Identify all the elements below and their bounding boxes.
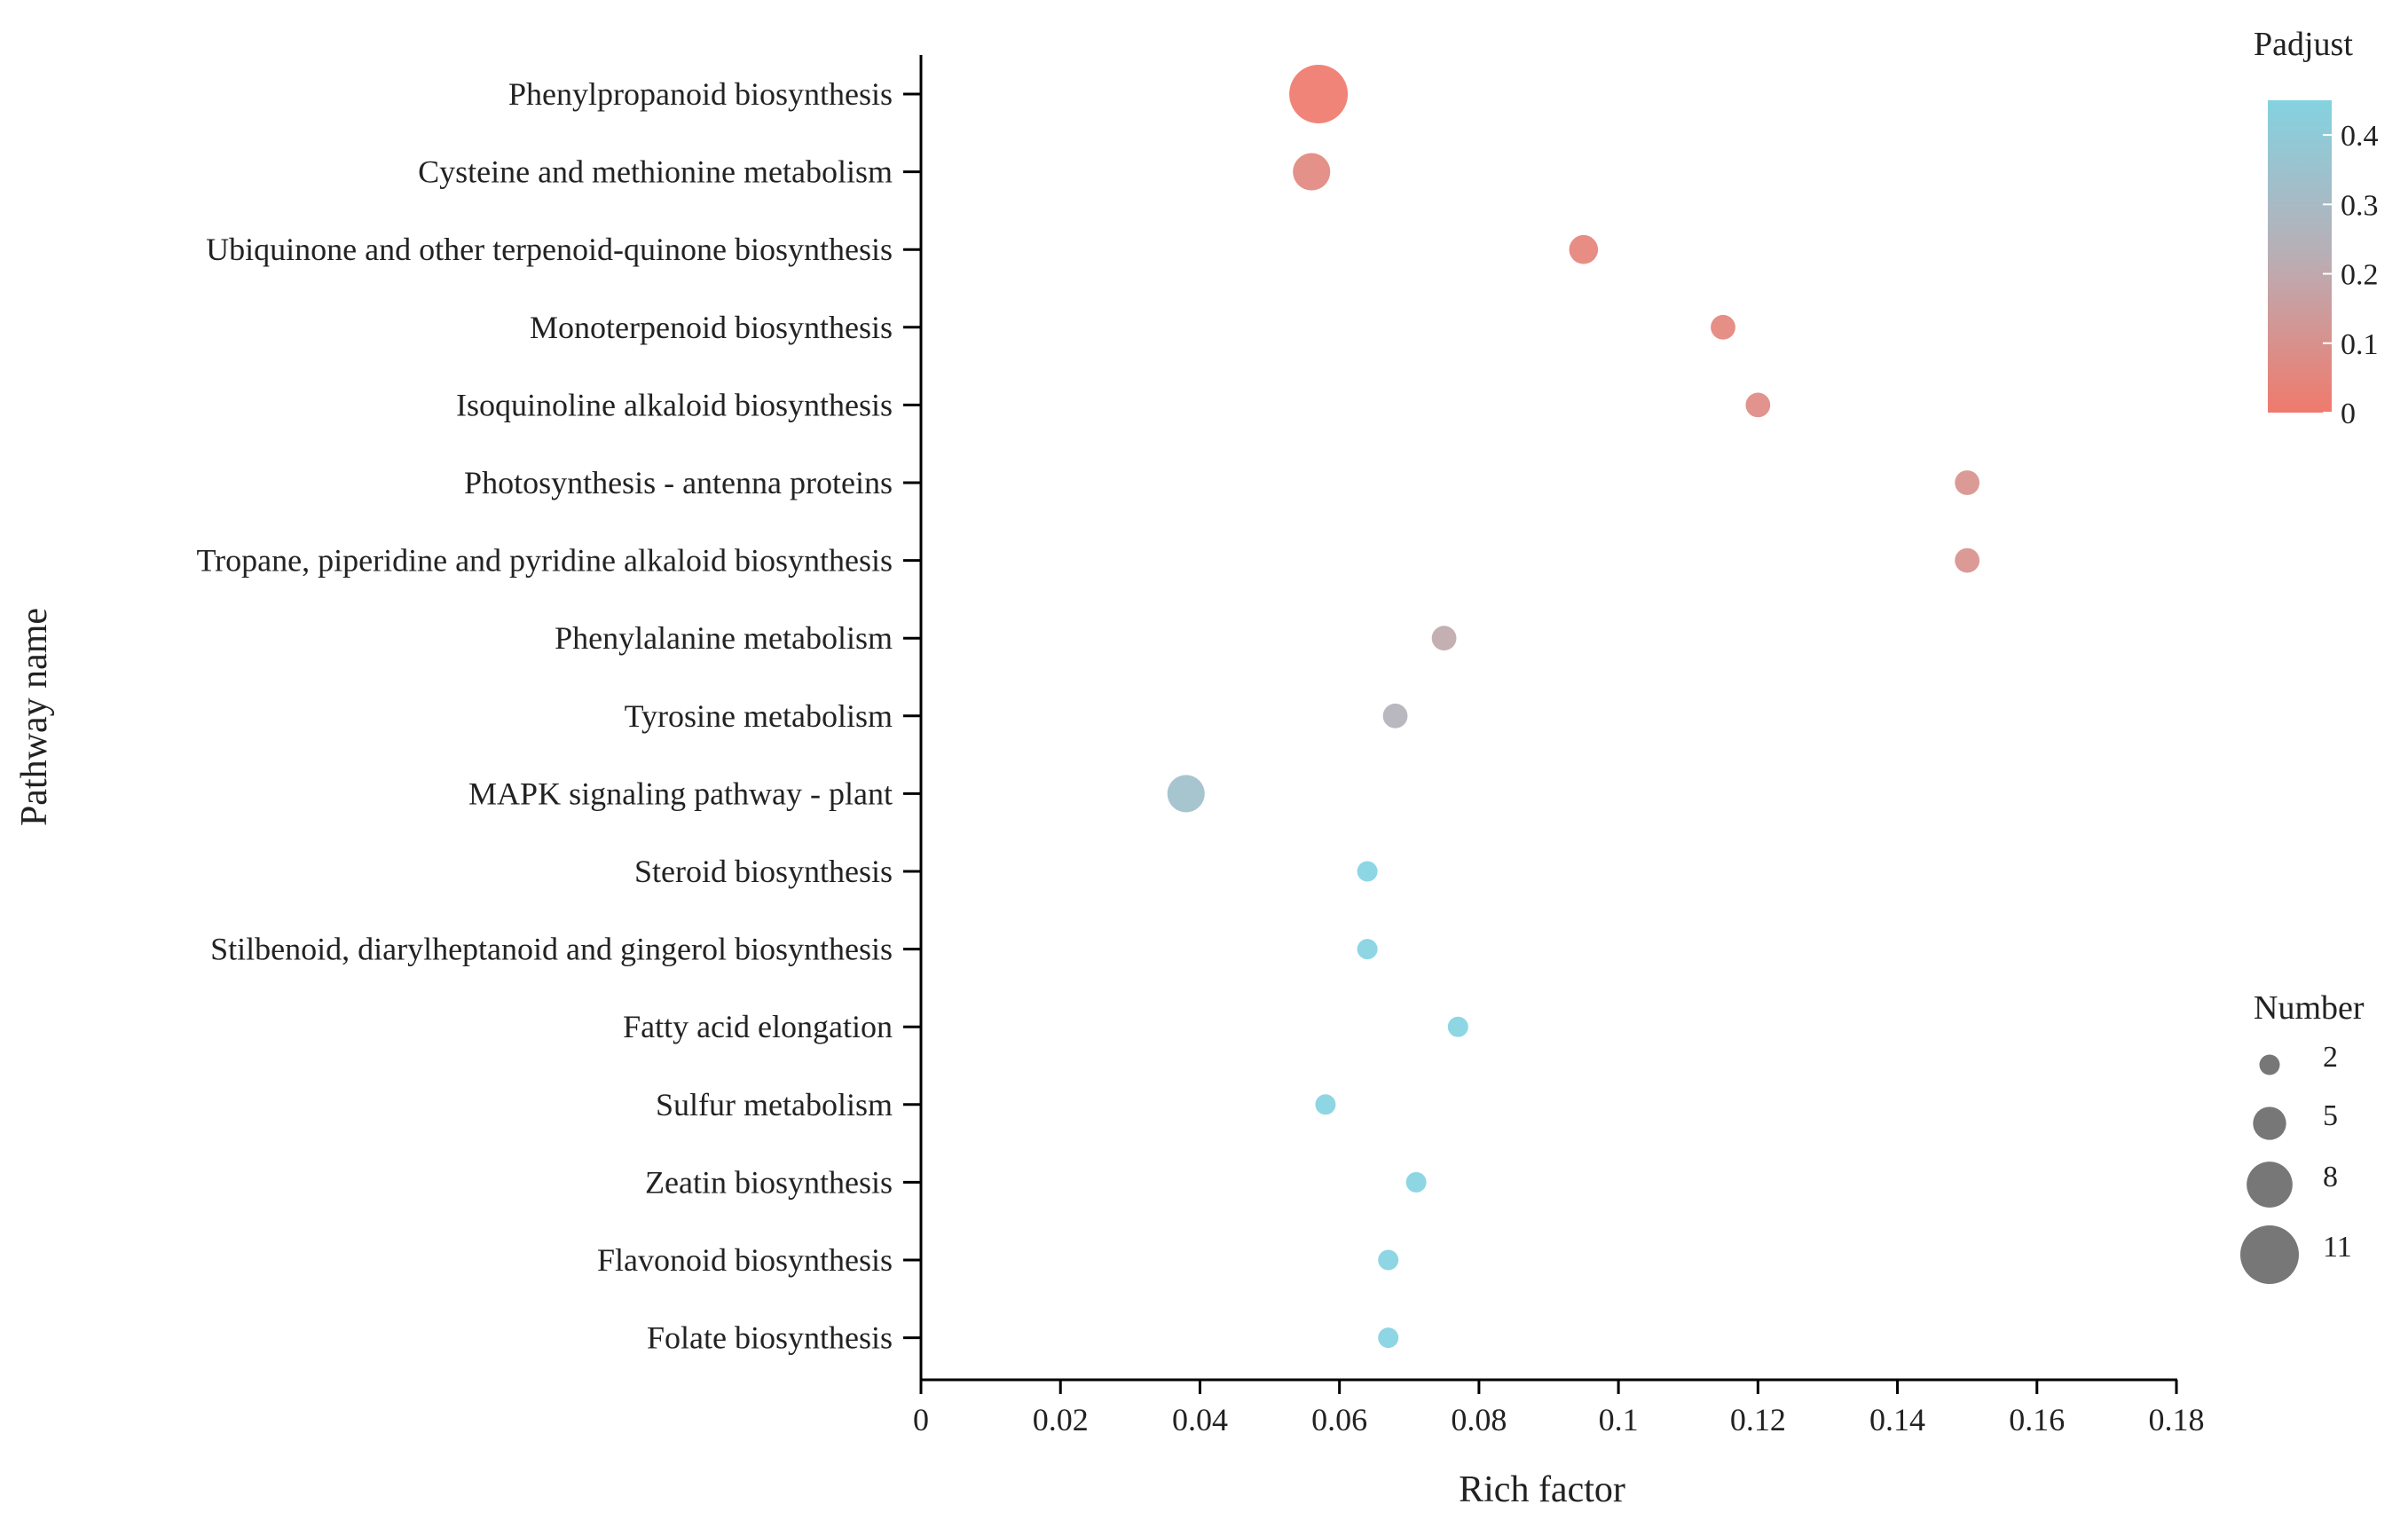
y-tick-label: Phenylalanine metabolism bbox=[555, 620, 893, 656]
bubble-point bbox=[1357, 861, 1378, 882]
bubble-point bbox=[1447, 1016, 1468, 1037]
bubble-series bbox=[1167, 65, 1980, 1349]
bubble-point bbox=[1745, 392, 1771, 418]
color-legend-tick-label: 0 bbox=[2341, 398, 2356, 430]
bubble-point bbox=[1289, 65, 1349, 123]
y-tick-label: Zeatin biosynthesis bbox=[645, 1164, 893, 1200]
x-tick-label: 0.1 bbox=[1599, 1402, 1639, 1437]
y-tick-label: Cysteine and methionine metabolism bbox=[418, 154, 893, 190]
bubble-point bbox=[1382, 703, 1408, 728]
y-tick-label: Phenylpropanoid biosynthesis bbox=[508, 76, 893, 112]
size-legend-marker bbox=[2240, 1225, 2299, 1284]
bubble-point bbox=[1405, 1171, 1427, 1193]
color-legend-tick-label: 0.1 bbox=[2341, 328, 2379, 361]
x-tick-label: 0.18 bbox=[2149, 1402, 2205, 1437]
x-axis-ticks: 0 0.02 0.04 0.06 0.08 0.1 0.12 0.14 0.16 0.18 bbox=[913, 1380, 2205, 1437]
color-legend-ticks: 0 0.1 0.2 0.3 0.4 bbox=[2323, 120, 2379, 430]
x-tick-label: 0 bbox=[913, 1402, 929, 1437]
y-tick-label: Tropane, piperidine and pyridine alkaloi… bbox=[196, 543, 893, 579]
y-axis-ticks: Phenylpropanoid biosynthesis Cysteine and… bbox=[196, 76, 921, 1356]
color-legend-tick-label: 0.3 bbox=[2341, 189, 2379, 222]
bubble-point bbox=[1167, 775, 1205, 813]
y-tick-label: Monoterpenoid biosynthesis bbox=[530, 310, 893, 345]
size-legend-marker bbox=[2253, 1107, 2286, 1140]
x-tick-label: 0.06 bbox=[1311, 1402, 1367, 1437]
y-tick-label: Flavonoid biosynthesis bbox=[597, 1242, 893, 1278]
bubble-point bbox=[1431, 626, 1457, 651]
y-tick-label: Isoquinoline alkaloid biosynthesis bbox=[456, 387, 893, 422]
color-legend-bar bbox=[2268, 100, 2332, 413]
color-legend-title: Padjust bbox=[2254, 26, 2353, 63]
bubble-point bbox=[1955, 547, 1980, 573]
y-tick-label: Sulfur metabolism bbox=[656, 1087, 893, 1122]
bubble-point bbox=[1357, 939, 1378, 960]
plot-area: Phenylpropanoid biosynthesis Cysteine and… bbox=[196, 55, 2205, 1437]
y-tick-label: Tyrosine metabolism bbox=[625, 698, 893, 734]
bubble-point bbox=[1293, 153, 1331, 191]
x-tick-label: 0.14 bbox=[1869, 1402, 1925, 1437]
x-tick-label: 0.16 bbox=[2009, 1402, 2065, 1437]
x-axis-title: Rich factor bbox=[1459, 1469, 1625, 1510]
y-tick-label: Photosynthesis - antenna proteins bbox=[464, 465, 893, 500]
y-axis-title: Pathway name bbox=[14, 608, 55, 826]
y-tick-label: Steroid biosynthesis bbox=[634, 854, 893, 889]
size-legend-label: 11 bbox=[2323, 1231, 2352, 1264]
size-legend-items: 2 5 8 11 bbox=[2240, 1041, 2352, 1284]
padjust-color-legend: Padjust 0 0.1 0.2 0.3 0.4 bbox=[2254, 26, 2379, 430]
x-tick-label: 0.12 bbox=[1730, 1402, 1786, 1437]
x-tick-label: 0.08 bbox=[1451, 1402, 1507, 1437]
y-tick-label: Folate biosynthesis bbox=[647, 1320, 893, 1356]
x-tick-label: 0.04 bbox=[1172, 1402, 1228, 1437]
y-tick-label: Ubiquinone and other terpenoid-quinone b… bbox=[206, 232, 893, 267]
number-size-legend: Number 2 5 8 11 bbox=[2240, 989, 2365, 1284]
color-legend-tick-label: 0.2 bbox=[2341, 259, 2379, 292]
x-tick-label: 0.02 bbox=[1033, 1402, 1089, 1437]
bubble-point bbox=[1569, 234, 1599, 264]
bubble-point bbox=[1378, 1327, 1399, 1349]
bubble-point bbox=[1378, 1249, 1399, 1271]
color-legend-tick-label: 0.4 bbox=[2341, 120, 2379, 153]
bubble-point bbox=[1955, 470, 1980, 495]
bubble-point bbox=[1315, 1094, 1336, 1115]
bubble-point bbox=[1711, 314, 1735, 340]
size-legend-marker bbox=[2259, 1054, 2280, 1075]
size-legend-label: 2 bbox=[2323, 1041, 2338, 1074]
y-tick-label: Stilbenoid, diarylheptanoid and gingerol… bbox=[210, 932, 893, 967]
size-legend-marker bbox=[2247, 1162, 2293, 1208]
size-legend-title: Number bbox=[2254, 989, 2365, 1027]
size-legend-label: 8 bbox=[2323, 1161, 2338, 1193]
y-tick-label: Fatty acid elongation bbox=[623, 1009, 893, 1044]
y-tick-label: MAPK signaling pathway - plant bbox=[468, 776, 893, 811]
size-legend-label: 5 bbox=[2323, 1099, 2338, 1132]
